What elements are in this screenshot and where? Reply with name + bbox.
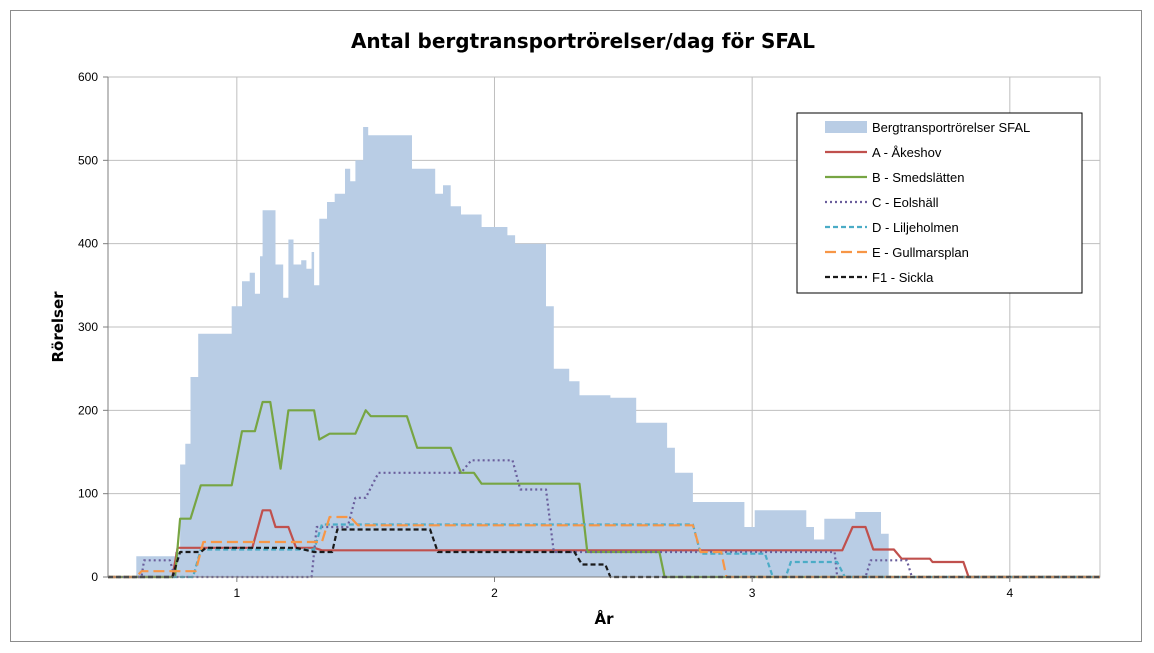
legend-label: B - Smedslätten (872, 170, 965, 185)
legend-label: A - Åkeshov (872, 145, 942, 160)
legend-label: E - Gullmarsplan (872, 245, 969, 260)
y-tick-label: 0 (91, 570, 98, 584)
y-axis-title: Rörelser (49, 291, 67, 363)
x-tick-label: 1 (233, 586, 240, 600)
legend-label: D - Liljeholmen (872, 220, 959, 235)
series-line-6 (108, 528, 1100, 579)
legend-label: C - Eolshäll (872, 195, 939, 210)
legend: Bergtransportrörelser SFAL A - Åkeshov B -… (796, 112, 1083, 294)
legend-box (796, 112, 1083, 294)
y-tick-label: 600 (78, 70, 98, 84)
series-area-0 (108, 127, 1100, 577)
legend-swatch (825, 121, 867, 133)
series-line-2 (108, 400, 1100, 579)
axes: 0 100 200 300 400 500 600 1 2 3 4 (78, 70, 1100, 600)
legend-label: Bergtransportrörelser SFAL (872, 120, 1030, 135)
y-tick-label: 100 (78, 487, 98, 501)
y-tick-label: 500 (78, 153, 98, 167)
x-axis-title: År (594, 609, 614, 628)
x-tick-label: 2 (491, 586, 498, 600)
y-tick-label: 400 (78, 237, 98, 251)
series-layer (108, 127, 1100, 579)
x-tick-label: 3 (749, 586, 756, 600)
series-line-5 (108, 515, 1100, 579)
y-tick-label: 300 (78, 320, 98, 334)
chart-title: Antal bergtransportrörelser/dag för SFAL (351, 29, 815, 53)
x-tick-label: 4 (1006, 586, 1013, 600)
legend-label: F1 - Sickla (872, 270, 934, 285)
series-line-1 (108, 509, 1100, 579)
y-tick-label: 200 (78, 403, 98, 417)
series-line-4 (108, 523, 1100, 579)
